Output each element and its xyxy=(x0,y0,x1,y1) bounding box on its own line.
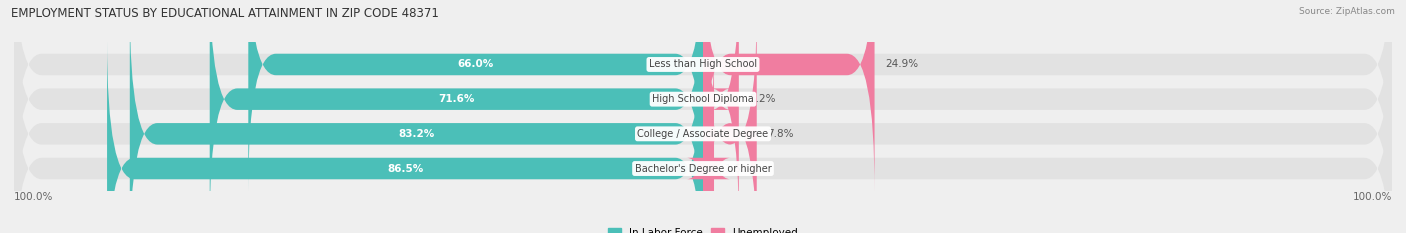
FancyBboxPatch shape xyxy=(703,0,738,227)
Text: 66.0%: 66.0% xyxy=(457,59,494,69)
FancyBboxPatch shape xyxy=(107,41,703,233)
Text: College / Associate Degree: College / Associate Degree xyxy=(637,129,769,139)
FancyBboxPatch shape xyxy=(703,6,756,233)
Text: 100.0%: 100.0% xyxy=(1353,192,1392,202)
Text: 5.2%: 5.2% xyxy=(749,94,776,104)
Text: Bachelor's Degree or higher: Bachelor's Degree or higher xyxy=(634,164,772,174)
Text: High School Diploma: High School Diploma xyxy=(652,94,754,104)
Legend: In Labor Force, Unemployed: In Labor Force, Unemployed xyxy=(605,224,801,233)
Text: 7.8%: 7.8% xyxy=(768,129,793,139)
Text: 24.9%: 24.9% xyxy=(884,59,918,69)
Text: 1.6%: 1.6% xyxy=(724,164,751,174)
FancyBboxPatch shape xyxy=(14,41,1392,233)
FancyBboxPatch shape xyxy=(209,0,703,227)
FancyBboxPatch shape xyxy=(14,0,1392,227)
Text: 86.5%: 86.5% xyxy=(387,164,423,174)
FancyBboxPatch shape xyxy=(14,6,1392,233)
Text: Less than High School: Less than High School xyxy=(650,59,756,69)
FancyBboxPatch shape xyxy=(703,0,875,192)
Text: EMPLOYMENT STATUS BY EDUCATIONAL ATTAINMENT IN ZIP CODE 48371: EMPLOYMENT STATUS BY EDUCATIONAL ATTAINM… xyxy=(11,7,439,20)
Text: Source: ZipAtlas.com: Source: ZipAtlas.com xyxy=(1299,7,1395,16)
Text: 100.0%: 100.0% xyxy=(14,192,53,202)
FancyBboxPatch shape xyxy=(686,41,731,233)
Text: 71.6%: 71.6% xyxy=(439,94,475,104)
FancyBboxPatch shape xyxy=(249,0,703,192)
Text: 83.2%: 83.2% xyxy=(398,129,434,139)
FancyBboxPatch shape xyxy=(14,0,1392,192)
FancyBboxPatch shape xyxy=(129,6,703,233)
